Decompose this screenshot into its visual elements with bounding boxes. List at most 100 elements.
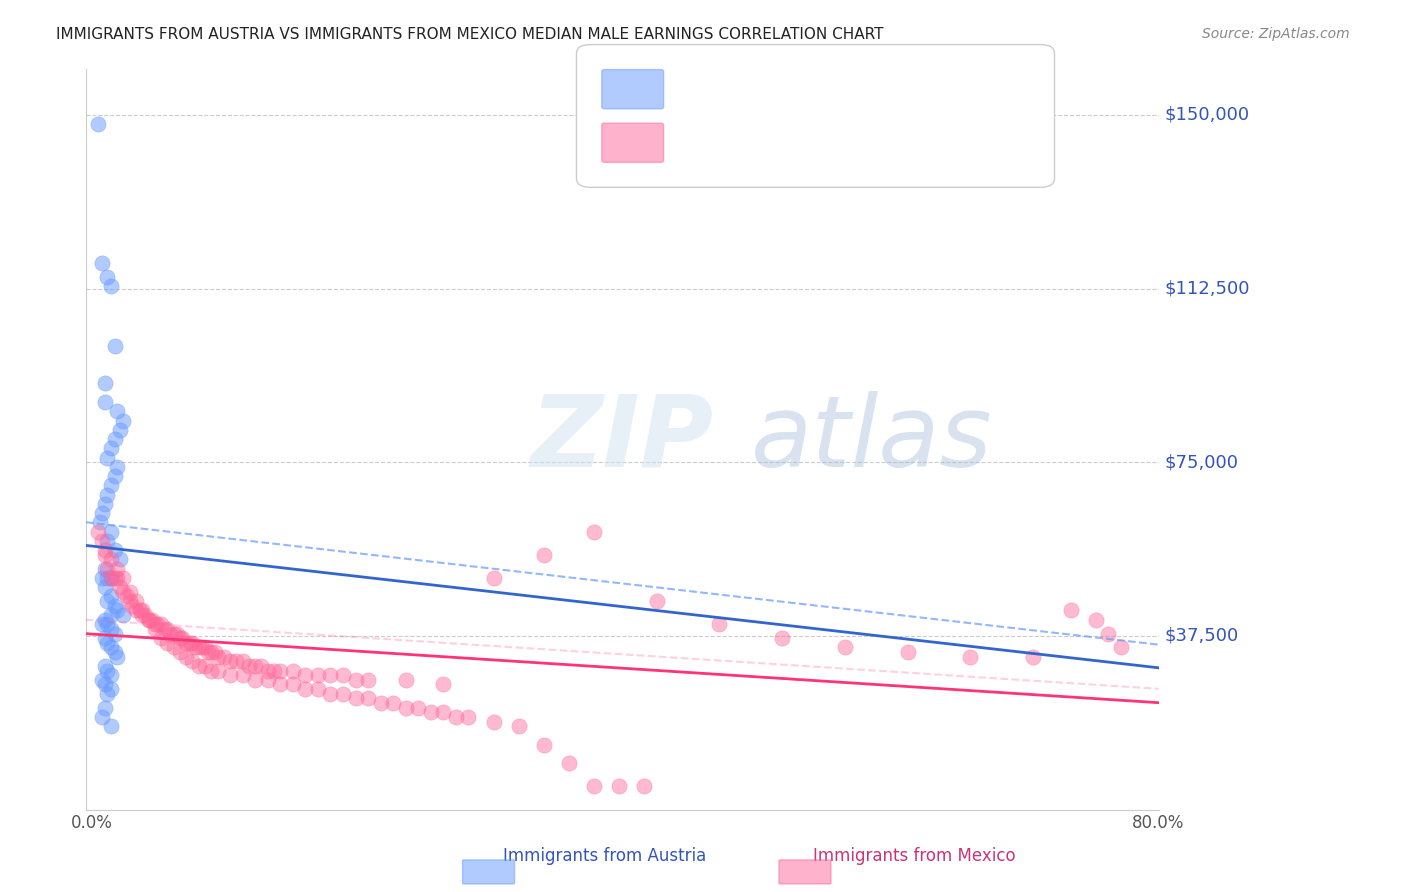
Text: IMMIGRANTS FROM AUSTRIA VS IMMIGRANTS FROM MEXICO MEDIAN MALE EARNINGS CORRELATI: IMMIGRANTS FROM AUSTRIA VS IMMIGRANTS FR… <box>56 27 884 42</box>
Text: $75,000: $75,000 <box>1164 453 1239 471</box>
Text: Immigrants from Austria: Immigrants from Austria <box>503 847 706 865</box>
Point <box>1084 613 1107 627</box>
Point <box>156 636 179 650</box>
Point <box>150 617 173 632</box>
Point <box>508 719 530 733</box>
Point <box>181 654 204 668</box>
Point <box>319 668 342 682</box>
Point <box>104 339 127 353</box>
Point <box>1109 640 1132 655</box>
Point <box>263 664 285 678</box>
Point <box>633 780 655 794</box>
Point <box>294 668 316 682</box>
Point <box>96 687 118 701</box>
Point <box>332 668 354 682</box>
Point <box>232 668 254 682</box>
Point <box>344 691 367 706</box>
Point <box>482 714 505 729</box>
Point <box>128 603 150 617</box>
Point <box>100 590 122 604</box>
Point <box>533 738 555 752</box>
Point <box>281 664 304 678</box>
Point <box>105 649 128 664</box>
Point <box>93 631 115 645</box>
Point <box>169 645 191 659</box>
Point <box>219 668 242 682</box>
Point <box>91 533 114 548</box>
Text: R = -0.029   N = 55: R = -0.029 N = 55 <box>682 80 859 98</box>
Point <box>96 636 118 650</box>
Point <box>87 524 110 539</box>
Point <box>179 636 201 650</box>
Point <box>250 659 273 673</box>
Point <box>432 677 454 691</box>
Point <box>100 668 122 682</box>
Point <box>141 613 163 627</box>
Point <box>162 640 184 655</box>
Point <box>93 613 115 627</box>
Point <box>408 700 430 714</box>
Point <box>959 649 981 664</box>
Point <box>131 607 153 622</box>
Point <box>96 450 118 465</box>
Text: $112,500: $112,500 <box>1164 279 1250 298</box>
Point <box>96 269 118 284</box>
Point <box>138 613 160 627</box>
Point <box>174 649 197 664</box>
Point <box>104 543 127 558</box>
Point <box>187 659 209 673</box>
Point <box>112 607 135 622</box>
Point <box>138 613 160 627</box>
Point <box>834 640 856 655</box>
Point <box>191 640 214 655</box>
Point <box>104 599 127 613</box>
Point <box>607 780 630 794</box>
Point <box>395 700 418 714</box>
Point <box>100 622 122 636</box>
Text: $37,500: $37,500 <box>1164 627 1239 645</box>
Point <box>709 617 731 632</box>
Point <box>357 673 380 687</box>
Point <box>200 645 222 659</box>
Point <box>207 649 229 664</box>
Point <box>93 659 115 673</box>
Point <box>105 459 128 474</box>
Point <box>100 442 122 456</box>
Text: R =  -0.712   N = 116: R = -0.712 N = 116 <box>682 134 876 152</box>
Point <box>419 706 441 720</box>
Point <box>100 524 122 539</box>
Point <box>93 395 115 409</box>
Point <box>100 552 122 566</box>
Text: ZIP: ZIP <box>530 391 714 488</box>
Point <box>91 710 114 724</box>
Point <box>307 668 329 682</box>
Point <box>100 571 122 585</box>
Point <box>100 719 122 733</box>
Point <box>533 548 555 562</box>
Point <box>104 645 127 659</box>
Point <box>256 664 278 678</box>
Point <box>112 413 135 427</box>
Point <box>87 117 110 131</box>
Point <box>344 673 367 687</box>
Point <box>197 645 219 659</box>
Point <box>146 617 169 632</box>
Point <box>225 654 247 668</box>
Point <box>100 607 122 622</box>
Point <box>370 696 392 710</box>
Point <box>200 664 222 678</box>
Point <box>93 700 115 714</box>
Point <box>212 649 235 664</box>
Point <box>108 423 131 437</box>
Point <box>294 682 316 697</box>
Point <box>150 631 173 645</box>
Point <box>269 677 291 691</box>
Point <box>1022 649 1045 664</box>
Point <box>96 562 118 576</box>
Point <box>232 654 254 668</box>
Point <box>159 626 181 640</box>
Point <box>162 626 184 640</box>
Point <box>125 603 148 617</box>
Point <box>269 664 291 678</box>
Point <box>194 659 217 673</box>
